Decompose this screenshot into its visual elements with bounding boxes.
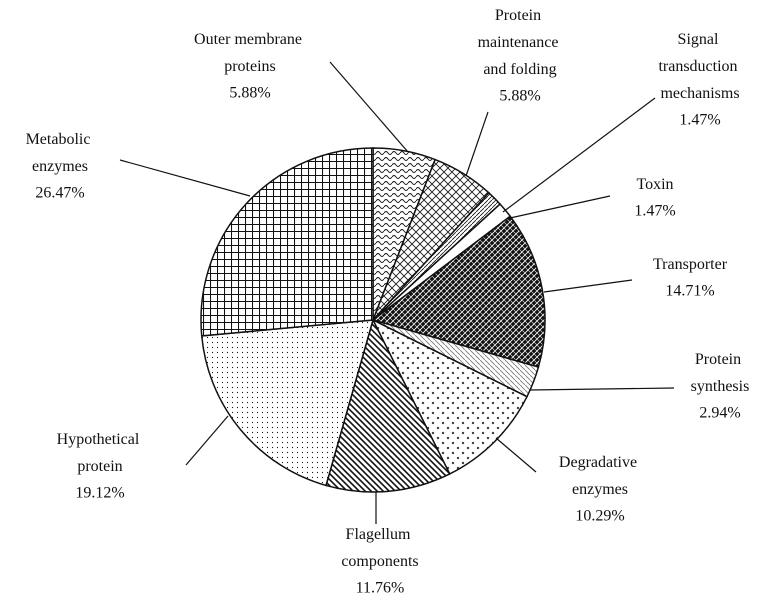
slice-label: Degradative enzymes: [559, 454, 641, 498]
leader-line: [495, 437, 537, 473]
pie-slice: [325, 317, 451, 493]
slice-value-label: 14.71%: [665, 283, 714, 300]
slice-value-label: 10.29%: [575, 508, 624, 525]
slice-label: Hypothetical protein: [57, 431, 144, 475]
leader-line: [529, 387, 675, 391]
pie-slice: [371, 215, 546, 369]
pie-slice: [371, 318, 528, 475]
slice-value-label: 19.12%: [75, 485, 124, 502]
slice-label: Outer membrane proteins: [194, 31, 306, 75]
slice-value-label: 5.88%: [499, 88, 540, 105]
leader-line: [502, 97, 656, 213]
slice-value-label: 11.76%: [356, 580, 405, 597]
slice-label: Signal transduction mechanisms: [658, 31, 741, 102]
leader-line: [465, 111, 489, 177]
slice-label: Metabolic enzymes: [26, 131, 95, 175]
slice-label: Transporter: [653, 256, 728, 273]
leader-line: [543, 279, 633, 293]
slice-value-label: 26.47%: [35, 185, 84, 202]
slice-value-label: 1.47%: [679, 112, 720, 129]
leader-line: [185, 415, 229, 466]
slice-label: Toxin: [636, 176, 673, 193]
slice-value-label: 2.94%: [699, 405, 740, 422]
slice-label: Protein synthesis: [691, 351, 750, 395]
leader-line: [329, 61, 409, 153]
slice-label: Flagellum components: [341, 526, 418, 570]
leader-line: [119, 159, 251, 197]
leader-line: [509, 195, 611, 219]
slice-label: Protein maintenance and folding: [478, 7, 563, 78]
slice-value-label: 1.47%: [634, 203, 675, 220]
slice-value-label: 5.88%: [229, 85, 270, 102]
pie-slice: [200, 147, 374, 337]
pie-slice: [200, 319, 375, 487]
